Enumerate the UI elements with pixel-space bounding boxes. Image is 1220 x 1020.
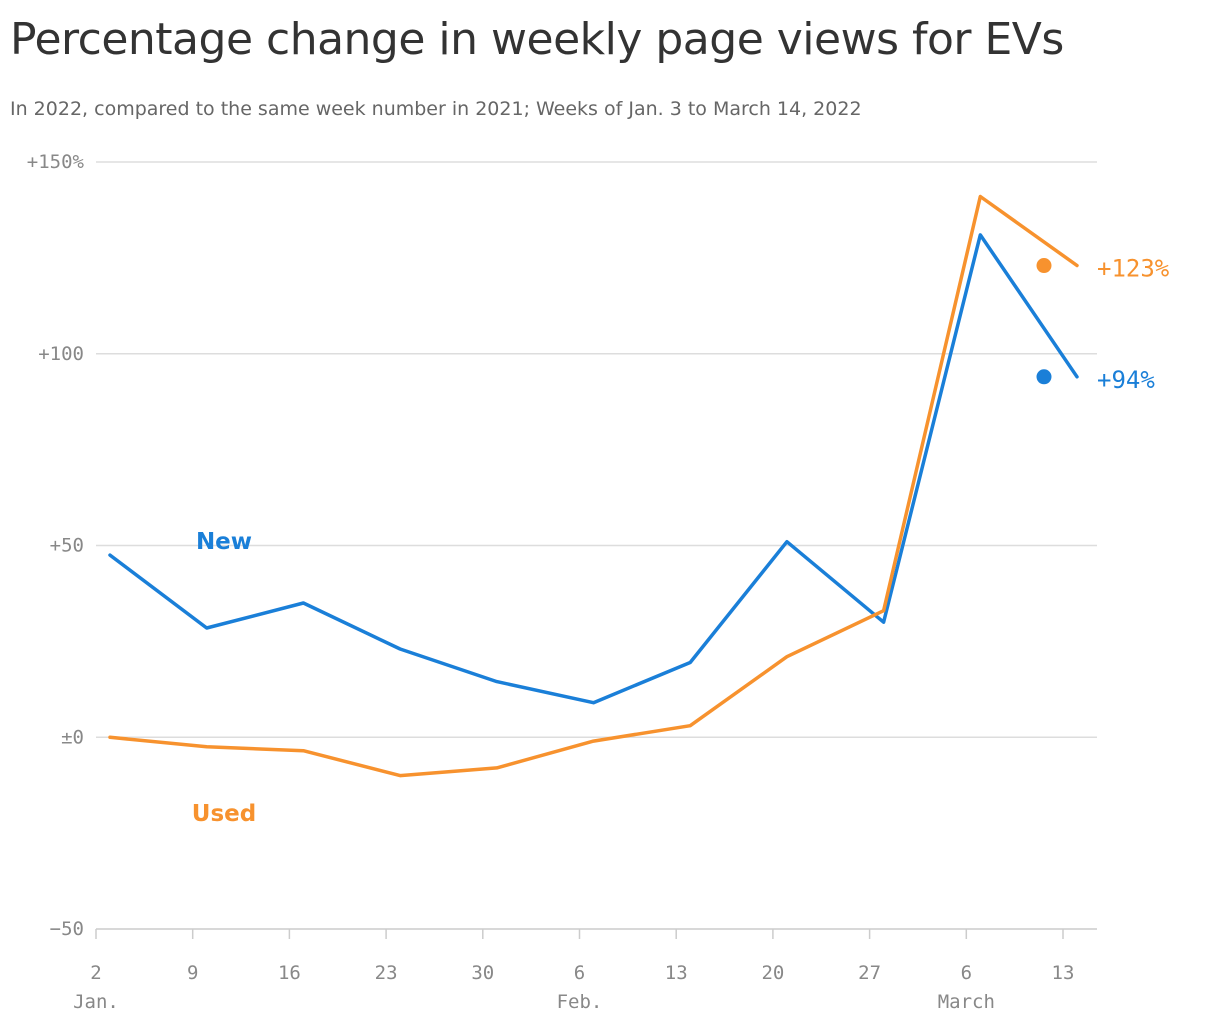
y-tick-label: +100 <box>38 343 84 365</box>
end-point-new <box>1036 369 1052 385</box>
y-tick-label: ±0 <box>61 726 84 748</box>
month-label: Feb. <box>557 991 603 1013</box>
month-label: Jan. <box>73 991 119 1013</box>
month-label: March <box>938 991 995 1013</box>
x-tick-label: 30 <box>471 962 494 984</box>
x-tick-label: 13 <box>1052 962 1075 984</box>
series-line-new <box>108 233 1079 705</box>
end-label-used: +123% <box>1097 255 1170 283</box>
chart-subtitle: In 2022, compared to the same week numbe… <box>10 98 862 120</box>
y-tick-label: −50 <box>50 918 84 940</box>
x-tick-label: 23 <box>375 962 398 984</box>
x-tick-label: 2 <box>90 962 101 984</box>
x-tick-label: 13 <box>665 962 688 984</box>
x-tick-label: 6 <box>574 962 585 984</box>
series-line-used <box>108 194 1079 778</box>
end-point-used <box>1036 258 1052 274</box>
series-label-new: New <box>196 529 252 555</box>
x-tick-label: 20 <box>761 962 784 984</box>
series-label-used: Used <box>192 801 256 827</box>
x-tick-label: 16 <box>278 962 301 984</box>
chart-title: Percentage change in weekly page views f… <box>10 14 1064 65</box>
end-label-new: +94% <box>1097 366 1155 394</box>
x-tick-label: 6 <box>961 962 972 984</box>
x-tick-label: 9 <box>187 962 198 984</box>
x-tick-label: 27 <box>858 962 881 984</box>
y-tick-label: +50 <box>50 535 84 557</box>
y-tick-label: +150% <box>27 151 85 173</box>
